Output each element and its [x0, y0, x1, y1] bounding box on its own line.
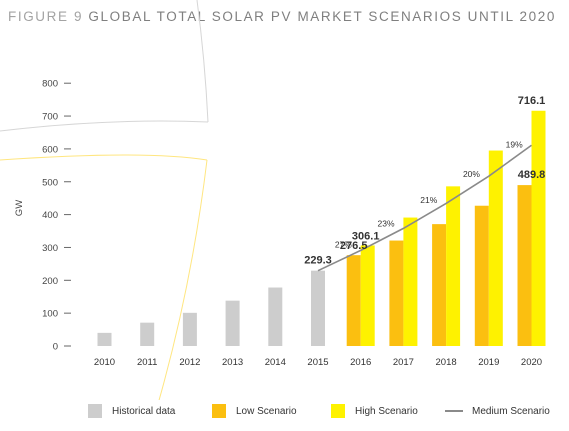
bar-low-2017 [389, 240, 404, 346]
medium-scenario-line [317, 144, 532, 272]
figure-number: FIGURE 9 [8, 9, 84, 24]
bar-high-2016 [360, 245, 375, 346]
x-tick-label-2012: 2012 [179, 357, 200, 368]
legend-item-medium: Medium Scenario [445, 403, 550, 419]
legend-swatch-high [331, 404, 345, 418]
value-label-2016-276.5: 276.5 [340, 240, 368, 252]
growth-label-2018: 21% [420, 195, 437, 205]
bar-historical-2011 [140, 322, 155, 346]
bar-historical-2010 [97, 332, 112, 346]
x-tick-label-2019: 2019 [478, 357, 499, 368]
legend-label-high: High Scenario [355, 405, 418, 417]
legend-item-low: Low Scenario [212, 403, 297, 419]
y-tick-label: 600 [42, 144, 58, 155]
legend-item-high: High Scenario [331, 403, 418, 419]
chart-title: FIGURE 9 GLOBAL TOTAL SOLAR PV MARKET SC… [8, 9, 556, 24]
decor-curve-gray [196, 0, 209, 123]
growth-label-2019: 20% [463, 169, 480, 179]
medium-line [317, 144, 532, 272]
growth-label-2020: 19% [506, 140, 523, 150]
y-tick-label: 200 [42, 276, 58, 287]
legend-label-historical: Historical data [112, 405, 176, 417]
legend-swatch-historical [88, 404, 102, 418]
y-tick-label: 400 [42, 210, 58, 221]
bar-low-2016 [346, 255, 361, 346]
x-tick-label-2016: 2016 [350, 357, 371, 368]
decor-arc-yellow [0, 154, 208, 161]
y-tick-label: 500 [42, 177, 58, 188]
x-tick-label-2017: 2017 [393, 357, 414, 368]
bar-historical-2015 [311, 270, 325, 346]
decor-curve-yellow [158, 159, 208, 400]
y-tick-label: 0 [53, 342, 58, 353]
value-label-2020-489.8: 489.8 [518, 169, 546, 181]
y-tick-label: 300 [42, 243, 58, 254]
bar-high-2020 [531, 110, 546, 347]
legend-swatch-low [212, 404, 226, 418]
legend-item-historical: Historical data [88, 403, 175, 419]
legend-label-medium: Medium Scenario [472, 405, 550, 417]
bar-historical-2013 [225, 300, 240, 346]
growth-label-2016: 27% [335, 240, 352, 250]
x-tick-label-2020: 2020 [521, 357, 542, 368]
x-tick-label-2013: 2013 [222, 357, 243, 368]
y-axis-label: GW [14, 200, 25, 216]
value-label-2016-306.1: 306.1 [352, 230, 380, 242]
x-tick-label-2011: 2011 [137, 357, 157, 368]
y-tick-label: 100 [42, 309, 58, 320]
growth-label-2017: 23% [378, 218, 395, 228]
bar-historical-2012 [182, 312, 197, 346]
bar-high-2018 [446, 186, 461, 346]
legend-line-medium [445, 410, 463, 412]
x-tick-label-2010: 2010 [94, 357, 115, 368]
x-tick-label-2014: 2014 [265, 357, 286, 368]
value-label-2015-229.3: 229.3 [304, 255, 332, 267]
bars [97, 110, 546, 347]
bar-low-2020 [517, 185, 532, 346]
value-label-2020-716.1: 716.1 [518, 95, 546, 107]
legend-label-low: Low Scenario [236, 405, 297, 417]
decor-arc-gray [0, 120, 209, 132]
title-text: GLOBAL TOTAL SOLAR PV MARKET SCENARIOS U… [88, 9, 556, 24]
x-tick-label-2018: 2018 [436, 357, 457, 368]
bar-high-2017 [403, 217, 418, 346]
x-axis: 2010 2011 2012 2013 2014 2015 2016 2017 2018 2019… [94, 357, 542, 368]
bar-low-2018 [432, 224, 447, 346]
y-tick-label: 800 [42, 79, 58, 90]
chart: 0 100 200 300 400 500 600 700 800 GW 229.3 276.530… [0, 0, 546, 400]
bar-historical-2014 [268, 287, 283, 346]
y-tick-label: 700 [42, 112, 58, 123]
y-axis: 0 100 200 300 400 500 600 700 800 GW [14, 79, 71, 353]
bar-low-2019 [474, 205, 489, 346]
bar-high-2019 [488, 150, 503, 346]
x-tick-label-2015: 2015 [307, 357, 328, 368]
